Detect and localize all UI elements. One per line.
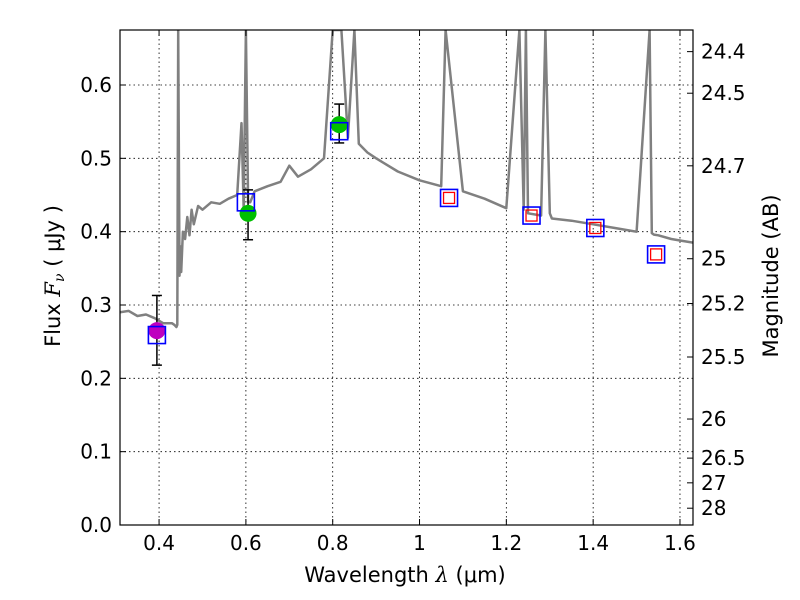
- grid: [120, 30, 693, 526]
- model-point: [522, 206, 541, 225]
- y-tick-label: 0.0: [80, 513, 112, 537]
- y2-tick-label: 25: [701, 247, 726, 271]
- y-tick-label: 0.4: [80, 220, 112, 244]
- plot-frame: [119, 29, 694, 526]
- spectrum-line: [120, 30, 693, 329]
- model-point: [236, 193, 256, 212]
- observed-point: [239, 204, 257, 222]
- x-tick-label: 0.6: [230, 531, 262, 555]
- model-point: [147, 325, 167, 345]
- y-tick-label: 0.2: [80, 366, 112, 390]
- observed-point: [330, 116, 348, 134]
- y-tick-label: 0.1: [80, 440, 112, 464]
- model-point-inner: [442, 191, 456, 205]
- y2-tick-label: 26.5: [701, 446, 746, 470]
- model-point-inner: [649, 248, 663, 261]
- x-tick-label: 1.4: [577, 531, 609, 555]
- model-point: [646, 245, 666, 264]
- spectrum-layer: [120, 30, 693, 329]
- y2-tick-label: 24.7: [701, 154, 746, 178]
- ticks: 0.4 0.6 0.8 1 1.2 1.4 1.6 0.0 0.1 0.2 0.3 0.4 0.5 0.6…: [80, 30, 746, 555]
- y2-tick-label: 27: [701, 471, 726, 495]
- y2-tick-label: 25.5: [701, 345, 746, 369]
- y-axis-title: Flux Fν ( μJy ): [41, 205, 68, 347]
- y2-axis-title: Magnitude (AB): [759, 194, 783, 357]
- y-tick-label: 0.6: [80, 73, 112, 97]
- y2-tick-label: 26: [701, 407, 726, 431]
- observed-point: [148, 322, 166, 340]
- y2-tick-label: 25.2: [701, 292, 746, 316]
- y2-tick-label: 24.5: [701, 81, 746, 105]
- model-point: [329, 121, 349, 141]
- model-point-inner: [525, 209, 538, 222]
- x-tick-label: 1.2: [490, 531, 522, 555]
- y-tick-label: 0.5: [80, 146, 112, 170]
- x-tick-label: 0.8: [317, 531, 349, 555]
- model-point: [586, 218, 605, 238]
- x-tick-label: 1: [413, 531, 426, 555]
- model-point: [439, 188, 459, 208]
- x-axis-title: Wavelength λ (μm): [304, 563, 505, 587]
- y2-tick-label: 24.4: [701, 40, 746, 64]
- x-tick-label: 0.4: [143, 531, 175, 555]
- model-point-inner: [589, 221, 602, 235]
- y2-tick-label: 28: [701, 496, 726, 520]
- y-tick-label: 0.3: [80, 293, 112, 317]
- x-tick-label: 1.6: [664, 531, 696, 555]
- model-points: [147, 121, 666, 345]
